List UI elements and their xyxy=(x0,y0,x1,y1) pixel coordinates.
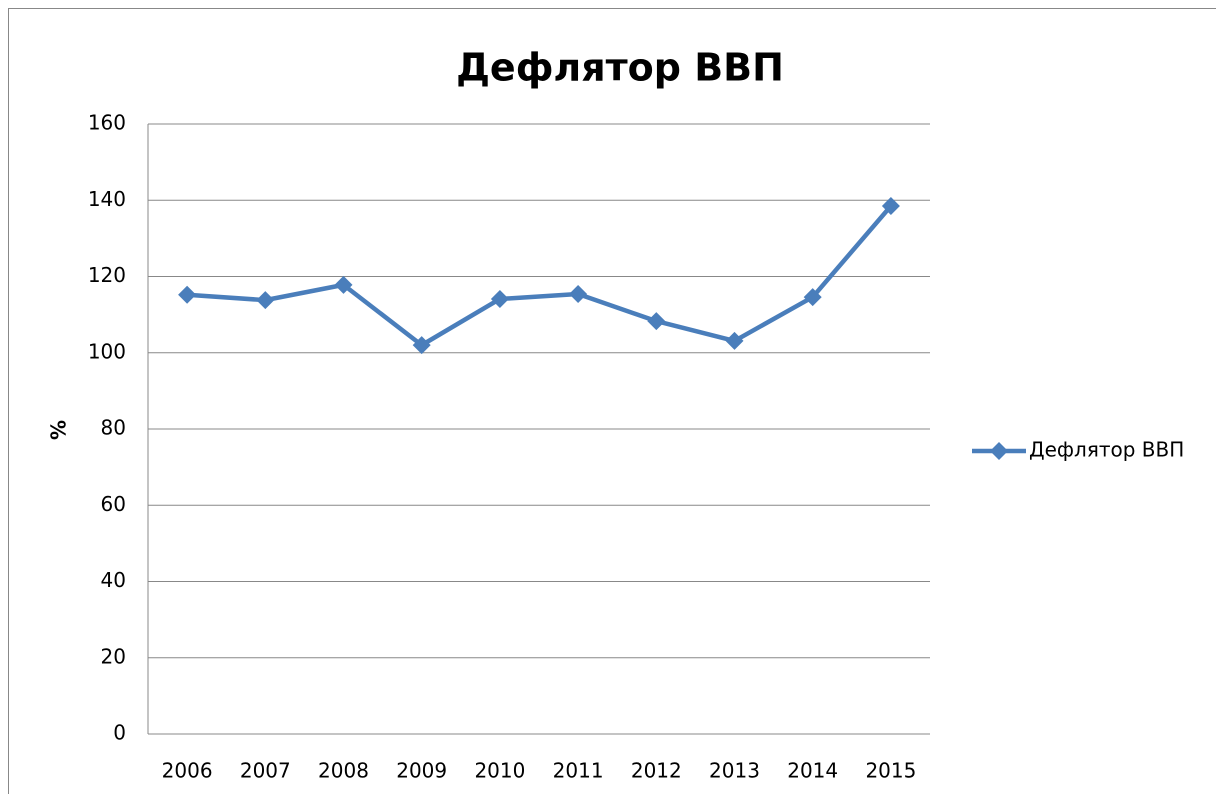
x-tick-label: 2013 xyxy=(709,759,760,783)
y-tick-label: 160 xyxy=(88,111,126,135)
x-tick-label: 2006 xyxy=(162,759,213,783)
x-tick-label: 2008 xyxy=(318,759,369,783)
y-tick-label: 60 xyxy=(101,492,126,516)
y-tick-label: 40 xyxy=(101,568,126,592)
y-axis-label: % xyxy=(47,420,71,440)
chart-title: Дефлятор ВВП xyxy=(456,46,784,90)
legend-label: Дефлятор ВВП xyxy=(1029,438,1184,462)
y-tick-label: 100 xyxy=(88,339,126,363)
y-tick-label: 80 xyxy=(101,416,126,440)
y-tick-label: 140 xyxy=(88,187,126,211)
x-tick-label: 2015 xyxy=(865,759,916,783)
x-tick-label: 2009 xyxy=(396,759,447,783)
y-tick-label: 120 xyxy=(88,263,126,287)
chart-border xyxy=(9,9,1216,795)
x-tick-label: 2012 xyxy=(631,759,682,783)
y-tick-label: 20 xyxy=(101,644,126,668)
x-tick-label: 2010 xyxy=(474,759,525,783)
y-tick-label: 0 xyxy=(113,721,126,745)
x-tick-label: 2014 xyxy=(787,759,838,783)
x-tick-label: 2011 xyxy=(553,759,604,783)
x-tick-label: 2007 xyxy=(240,759,291,783)
